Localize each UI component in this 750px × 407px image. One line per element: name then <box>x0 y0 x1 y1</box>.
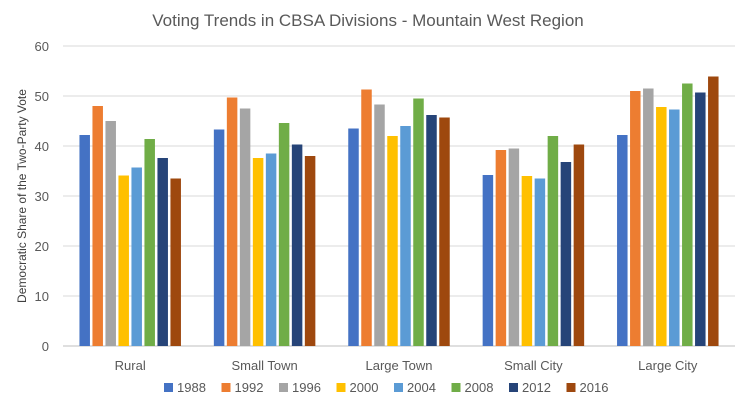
bar <box>708 76 719 346</box>
bar <box>278 123 290 346</box>
bar <box>534 178 546 346</box>
bar <box>131 167 142 346</box>
legend-swatch <box>451 383 461 392</box>
bar <box>439 117 450 346</box>
bar <box>291 144 303 346</box>
legend-swatch <box>164 383 173 392</box>
y-tick-label: 20 <box>35 239 49 254</box>
bar <box>508 148 520 346</box>
x-category-label: Large City <box>638 358 698 373</box>
x-category-label: Small City <box>504 358 563 373</box>
y-tick-label: 40 <box>35 139 49 154</box>
bars <box>79 76 719 346</box>
bar <box>495 150 507 346</box>
legend-label: 2004 <box>407 380 436 395</box>
bar <box>682 83 693 346</box>
bar <box>695 92 706 346</box>
bar <box>547 136 559 346</box>
bar <box>617 135 628 346</box>
legend-swatch <box>509 383 518 392</box>
bar <box>348 128 359 346</box>
bar <box>170 178 181 346</box>
bar <box>669 109 680 346</box>
bar <box>213 129 225 346</box>
legend-swatch <box>394 383 403 392</box>
bar <box>226 97 238 346</box>
bar <box>239 108 251 346</box>
bar <box>560 162 572 346</box>
y-axis-label: Democratic Share of the Two-Party Vote <box>15 89 29 303</box>
bar <box>157 158 168 346</box>
x-category-label: Rural <box>115 358 146 373</box>
legend-label: 1996 <box>292 380 321 395</box>
bar <box>413 98 424 346</box>
bar <box>643 88 654 346</box>
bar <box>573 144 585 346</box>
y-tick-label: 50 <box>35 89 49 104</box>
bar <box>265 153 277 346</box>
y-tick-label: 30 <box>35 189 49 204</box>
bar <box>400 126 411 346</box>
bar <box>387 136 398 346</box>
bar <box>374 104 385 346</box>
y-axis-ticks: 0 10 20 30 40 50 60 <box>35 39 49 354</box>
legend-swatch <box>566 383 576 392</box>
bar <box>144 139 155 346</box>
x-category-label: Small Town <box>231 358 297 373</box>
bar <box>426 115 437 346</box>
bar <box>482 175 494 346</box>
legend-label: 2008 <box>465 380 494 395</box>
bar <box>656 107 667 346</box>
legend-label: 1988 <box>177 380 206 395</box>
bar <box>521 176 533 346</box>
bar <box>79 135 90 346</box>
y-tick-label: 0 <box>42 339 49 354</box>
legend-swatch <box>279 383 288 392</box>
bar <box>92 106 103 346</box>
y-tick-label: 60 <box>35 39 49 54</box>
bar <box>304 156 316 346</box>
y-tick-label: 10 <box>35 289 49 304</box>
bar <box>361 89 372 346</box>
bar <box>118 175 129 346</box>
x-category-label: Large Town <box>366 358 433 373</box>
legend-label: 2016 <box>580 380 609 395</box>
legend-swatch <box>336 383 346 392</box>
legend: 1988 1992 1996 2000 2004 2008 2012 2016 <box>164 380 608 395</box>
legend-label: 2000 <box>350 380 379 395</box>
bar <box>105 121 116 346</box>
legend-label: 2012 <box>522 380 551 395</box>
bar <box>252 158 264 346</box>
legend-swatch <box>221 383 231 392</box>
bar <box>630 91 641 346</box>
x-axis-categories: Rural Small Town Large Town Small City Large… <box>115 358 698 373</box>
legend-label: 1992 <box>235 380 264 395</box>
chart-title: Voting Trends in CBSA Divisions - Mounta… <box>152 11 584 30</box>
